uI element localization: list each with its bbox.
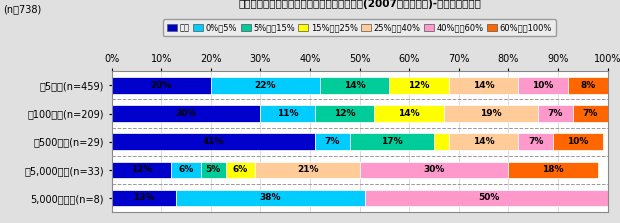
Text: 7%: 7% <box>325 137 340 146</box>
Title: 総量規制に抵触可能性のある正常貸付先比率(2007年度末時点)-貸付残高規模別: 総量規制に抵触可能性のある正常貸付先比率(2007年度末時点)-貸付残高規模別 <box>238 0 481 9</box>
Text: 12%: 12% <box>334 109 355 118</box>
Bar <box>255 161 360 178</box>
Bar <box>374 105 444 122</box>
Bar <box>260 105 315 122</box>
Bar <box>365 190 613 206</box>
Text: 30%: 30% <box>423 165 445 174</box>
Bar <box>112 105 260 122</box>
Text: 22%: 22% <box>255 81 276 90</box>
Text: 18%: 18% <box>542 165 564 174</box>
Text: 17%: 17% <box>381 137 402 146</box>
Bar <box>112 161 171 178</box>
Text: 7%: 7% <box>528 137 543 146</box>
Bar <box>449 133 518 150</box>
Bar <box>211 77 320 94</box>
Text: 20%: 20% <box>151 81 172 90</box>
Bar <box>112 190 176 206</box>
Text: 14%: 14% <box>473 137 494 146</box>
Text: 19%: 19% <box>480 109 502 118</box>
Text: (n＝738): (n＝738) <box>3 4 42 14</box>
Text: 50%: 50% <box>478 193 499 202</box>
Bar <box>518 133 553 150</box>
Bar <box>553 133 603 150</box>
Bar <box>176 190 365 206</box>
Text: 8%: 8% <box>580 81 595 90</box>
Bar <box>568 77 608 94</box>
Text: 14%: 14% <box>344 81 365 90</box>
Bar <box>444 105 538 122</box>
Bar <box>434 133 449 150</box>
Text: 21%: 21% <box>297 165 318 174</box>
Bar <box>350 133 434 150</box>
Text: 30%: 30% <box>175 109 197 118</box>
Bar <box>112 77 211 94</box>
Bar <box>315 133 350 150</box>
Text: 7%: 7% <box>548 109 563 118</box>
Bar <box>171 161 201 178</box>
Text: 38%: 38% <box>260 193 281 202</box>
Bar <box>201 161 226 178</box>
Bar <box>389 77 449 94</box>
Bar <box>320 77 389 94</box>
Bar <box>573 105 608 122</box>
Bar <box>112 133 315 150</box>
Text: 10%: 10% <box>567 137 588 146</box>
Bar <box>518 77 568 94</box>
Bar <box>449 77 518 94</box>
Text: 12%: 12% <box>409 81 430 90</box>
Bar <box>538 105 573 122</box>
Text: 10%: 10% <box>533 81 554 90</box>
Bar <box>226 161 255 178</box>
Text: 6%: 6% <box>179 165 193 174</box>
Text: 12%: 12% <box>131 165 152 174</box>
Text: 11%: 11% <box>277 109 298 118</box>
Text: 6%: 6% <box>233 165 248 174</box>
Text: 7%: 7% <box>583 109 598 118</box>
Bar <box>315 105 374 122</box>
Text: 14%: 14% <box>399 109 420 118</box>
Bar <box>508 161 598 178</box>
Text: 41%: 41% <box>203 137 224 146</box>
Text: 5%: 5% <box>206 165 221 174</box>
Text: 14%: 14% <box>473 81 494 90</box>
Legend: 不明, 0%～5%, 5%超～15%, 15%超～25%, 25%超～40%, 40%超～60%, 60%超～100%: 不明, 0%～5%, 5%超～15%, 15%超～25%, 25%超～40%, … <box>163 19 556 36</box>
Text: 13%: 13% <box>133 193 154 202</box>
Bar <box>360 161 508 178</box>
